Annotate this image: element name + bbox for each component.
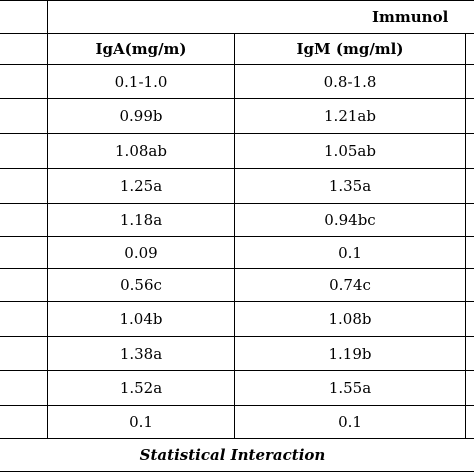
rule-row-3 bbox=[0, 168, 474, 169]
table-cell: 1.05ab bbox=[324, 142, 376, 160]
rule-row-7 bbox=[0, 301, 474, 302]
table-cell: 1.25a bbox=[119, 177, 163, 195]
rule-row-5 bbox=[0, 236, 474, 237]
rule-row-10 bbox=[0, 405, 474, 406]
table-cell: 0.8-1.8 bbox=[323, 72, 377, 91]
table-cell: 0.99b bbox=[119, 107, 163, 125]
table-cell: 1.18a bbox=[119, 211, 163, 229]
table-cell: 0.1-1.0 bbox=[114, 72, 168, 91]
column-header-iga: IgA(mg/m) bbox=[95, 40, 187, 58]
table-cell: 1.38a bbox=[119, 344, 163, 363]
rule-row-4 bbox=[0, 203, 474, 204]
table-cell: 1.08ab bbox=[115, 142, 167, 160]
rule-row-1 bbox=[0, 98, 474, 99]
rule-row-11 bbox=[0, 438, 474, 439]
table-cell: 1.08b bbox=[328, 310, 372, 328]
table-cell: 1.04b bbox=[119, 310, 163, 328]
table-cell: 0.94bc bbox=[324, 211, 376, 229]
table-cell: 0.1 bbox=[338, 243, 362, 262]
rule-right-column bbox=[465, 33, 466, 438]
rule-under-group-header bbox=[0, 33, 474, 34]
group-header: Immunol bbox=[372, 8, 449, 26]
table-cell: 0.1 bbox=[338, 413, 362, 431]
rule-row-9 bbox=[0, 370, 474, 371]
rule-under-column-headers bbox=[0, 64, 474, 65]
rule-row-2 bbox=[0, 133, 474, 134]
table-cell: 1.21ab bbox=[324, 107, 376, 125]
table-cell: 0.56c bbox=[120, 276, 162, 294]
table-cell: 0.09 bbox=[124, 243, 158, 262]
table-cell: 1.35a bbox=[328, 177, 372, 195]
rule-top bbox=[0, 0, 474, 1]
statistical-interaction-label: Statistical Interaction bbox=[139, 446, 326, 464]
table-cell: 1.55a bbox=[328, 379, 372, 397]
table-cell: 0.74c bbox=[329, 276, 371, 294]
table-cell: 0.1 bbox=[129, 413, 153, 431]
table-cell: 1.52a bbox=[119, 379, 163, 397]
column-header-igm: IgM (mg/ml) bbox=[296, 40, 404, 58]
rule-left-column bbox=[47, 0, 48, 438]
rule-row-6 bbox=[0, 268, 474, 269]
table-cell: 1.19b bbox=[328, 344, 372, 363]
rule-row-8 bbox=[0, 336, 474, 337]
rule-under-footer bbox=[0, 471, 474, 472]
rule-between-columns bbox=[234, 33, 235, 438]
